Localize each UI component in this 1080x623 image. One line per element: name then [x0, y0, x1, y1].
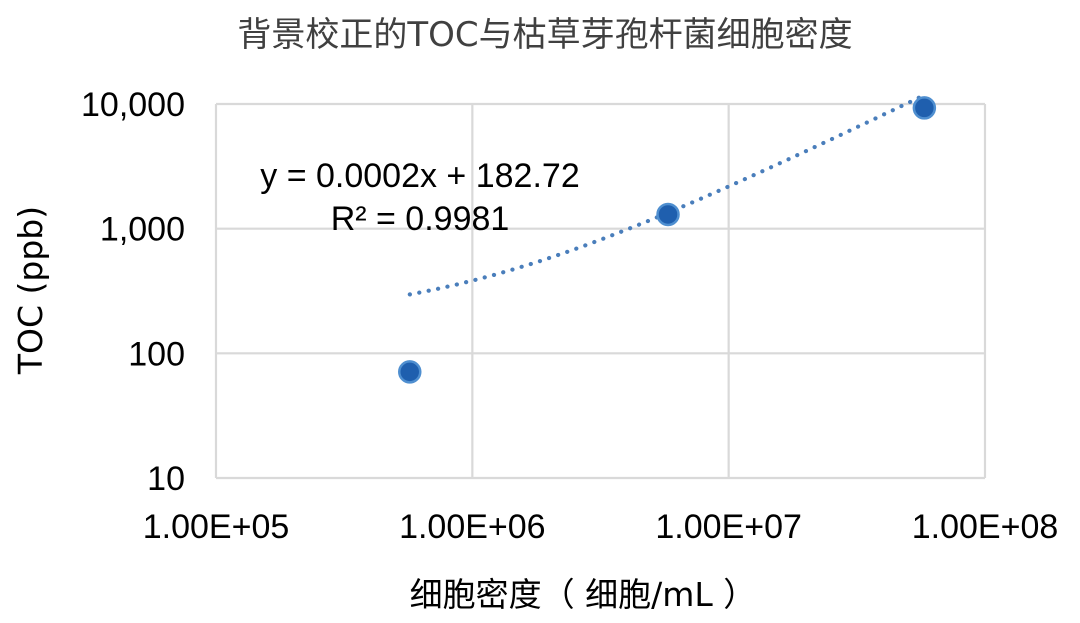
- y-tick-labels: 10 100 1,000 10,000: [81, 86, 185, 498]
- chart-title: 背景校正的TOC与枯草芽孢杆菌细胞密度: [237, 15, 852, 55]
- x-tick-label: 1.00E+06: [399, 508, 546, 546]
- data-point: [398, 360, 422, 384]
- data-point: [656, 202, 680, 227]
- data-points: [398, 96, 937, 384]
- x-tick-labels: 1.00E+05 1.00E+06 1.00E+07 1.00E+08: [143, 508, 1059, 546]
- y-tick-label: 10: [147, 460, 185, 498]
- y-tick-label: 1,000: [100, 211, 185, 249]
- y-axis-label: TOC (ppb): [11, 206, 50, 375]
- data-point: [912, 96, 937, 120]
- x-tick-label: 1.00E+05: [143, 508, 290, 546]
- y-tick-label: 100: [128, 335, 185, 373]
- y-tick-label: 10,000: [81, 86, 185, 124]
- x-tick-label: 1.00E+07: [655, 508, 802, 546]
- gridlines: [214, 102, 987, 480]
- x-tick-label: 1.00E+08: [912, 508, 1059, 546]
- x-axis-label: 细胞密度（ 细胞/mL ）: [410, 575, 757, 614]
- trendline-r-squared: R² = 0.9981: [331, 200, 510, 238]
- trendline-equation: y = 0.0002x + 182.72: [260, 157, 579, 195]
